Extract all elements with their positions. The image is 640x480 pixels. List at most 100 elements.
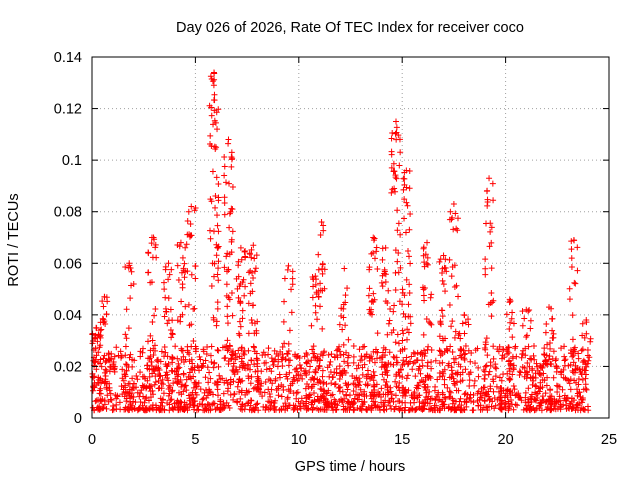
data-point [584,360,591,367]
data-point [165,276,172,283]
data-point [284,351,291,358]
data-point [103,405,110,412]
data-point [451,334,458,341]
data-point [228,289,235,296]
data-point [235,294,242,301]
data-point [462,350,469,357]
data-point [509,334,516,341]
data-point [210,400,217,407]
data-point [237,323,244,330]
data-point [235,262,242,269]
data-point [312,366,319,373]
data-point [392,118,399,125]
data-point [320,222,327,229]
data-point [349,401,356,408]
data-point [122,371,129,378]
data-point [336,384,343,391]
data-point [226,404,233,411]
data-point [406,407,413,414]
data-point [336,343,343,350]
data-point [225,294,232,301]
data-point [272,377,279,384]
data-point [89,370,96,377]
data-point [289,281,296,288]
data-point [397,149,404,156]
data-point [224,313,231,320]
data-point [433,402,440,409]
data-point [310,350,317,357]
data-point [344,406,351,413]
data-point [410,349,417,356]
data-point [211,117,218,124]
data-point [352,381,359,388]
data-point [439,372,446,379]
data-point [403,167,410,174]
data-point [341,265,348,272]
data-point [246,250,253,257]
data-point [250,343,257,350]
data-point [98,363,105,370]
data-point [405,301,412,308]
data-point [532,406,539,413]
data-point [236,388,243,395]
data-point [213,174,220,181]
data-point [237,395,244,402]
data-point [188,321,195,328]
data-point [444,347,451,354]
plot-frame [91,56,610,419]
data-point [354,405,361,412]
data-point [368,353,375,360]
data-point [122,331,129,338]
data-point [99,298,106,305]
x-axis-label: GPS time / hours [295,459,405,475]
data-point [221,194,228,201]
y-tick-label: 0.04 [54,308,82,324]
data-point [482,265,489,272]
data-point [119,366,126,373]
data-point [399,286,406,293]
data-point [237,244,244,251]
data-point [208,112,215,119]
data-point [356,392,363,399]
data-point [487,383,494,390]
data-point [326,373,333,380]
data-point [336,376,343,383]
data-point [566,285,573,292]
data-point [463,396,470,403]
data-point [519,308,526,315]
data-point [450,200,457,207]
data-point [392,172,399,179]
data-point [297,405,304,412]
data-point [468,350,475,357]
data-point [447,343,454,350]
data-point [371,235,378,242]
data-point [424,363,431,370]
data-point [457,335,464,342]
data-point [227,381,234,388]
data-point [149,337,156,344]
data-point [234,383,241,390]
data-point [586,354,593,361]
data-point [580,406,587,413]
data-point [191,207,198,214]
data-point [169,353,176,360]
data-point [101,352,108,359]
data-point [437,321,444,328]
data-point [506,325,513,332]
data-point [444,384,451,391]
data-point [192,381,199,388]
data-point [126,380,133,387]
data-point [432,357,439,364]
data-point [404,202,411,209]
data-point [341,395,348,402]
data-point [428,359,435,366]
data-point [186,397,193,404]
data-point [274,363,281,370]
data-point [127,398,134,405]
data-point [446,256,453,263]
data-point [148,234,155,241]
data-point [452,370,459,377]
data-point [102,359,109,366]
data-point [441,349,448,356]
data-point [481,376,488,383]
